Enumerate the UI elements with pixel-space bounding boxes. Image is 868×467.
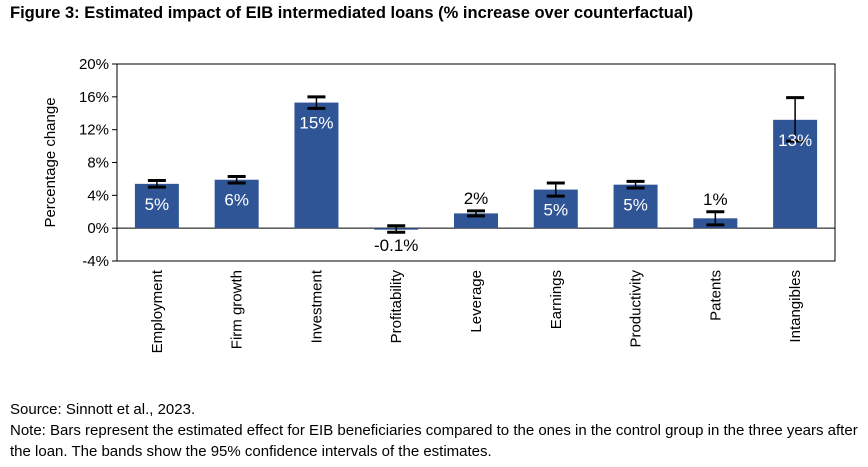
figure-title: Figure 3: Estimated impact of EIB interm… xyxy=(10,4,694,22)
bar xyxy=(134,183,179,229)
data-label: 2% xyxy=(464,189,489,208)
x-axis: Employment Firm growth Investment Profitabi… xyxy=(149,269,804,353)
y-tick-label: 12% xyxy=(79,122,109,139)
y-tick-label: 4% xyxy=(87,187,109,204)
x-tick-label: Employment xyxy=(149,269,166,353)
x-tick-label: Earnings xyxy=(548,270,565,329)
data-label: 13% xyxy=(778,131,812,150)
x-tick-label: Productivity xyxy=(628,270,645,348)
bars xyxy=(134,102,818,230)
data-label: 5% xyxy=(145,195,170,214)
data-labels: 5% 6% 15% -0.1% 2% 5% 5% 1% 13% xyxy=(145,114,813,256)
y-tick-label: 0% xyxy=(87,220,109,237)
confidence-intervals xyxy=(147,95,805,234)
plot-frame xyxy=(116,63,836,262)
footnote: Note: Bars represent the estimated effec… xyxy=(10,422,858,460)
x-tick-label: Firm growth xyxy=(229,270,246,349)
x-tick-label: Intangibles xyxy=(787,270,804,343)
bar xyxy=(294,102,339,229)
x-tick-label: Patents xyxy=(707,270,724,321)
data-label: 5% xyxy=(543,201,568,220)
y-tick-label: 16% xyxy=(79,89,109,106)
y-axis-label: Percentage change xyxy=(42,97,59,227)
bar xyxy=(454,213,498,229)
data-label: 15% xyxy=(299,114,333,133)
x-tick-label: Profitability xyxy=(388,270,405,344)
x-tick-label: Leverage xyxy=(468,270,485,333)
bar xyxy=(214,179,259,229)
data-label: 6% xyxy=(224,191,249,210)
y-tick-label: 20% xyxy=(79,56,109,73)
y-tick-label: -4% xyxy=(82,253,109,270)
source-note: Source: Sinnott et al., 2023. xyxy=(10,401,196,418)
data-label: 1% xyxy=(703,190,728,209)
bar xyxy=(613,184,658,229)
x-tick-label: Investment xyxy=(308,269,325,343)
data-label: 5% xyxy=(623,196,648,215)
data-label: -0.1% xyxy=(374,236,418,255)
y-axis: -4% 0% 4% 8% 12% 16% 20% xyxy=(79,56,117,270)
y-tick-label: 8% xyxy=(87,155,109,172)
